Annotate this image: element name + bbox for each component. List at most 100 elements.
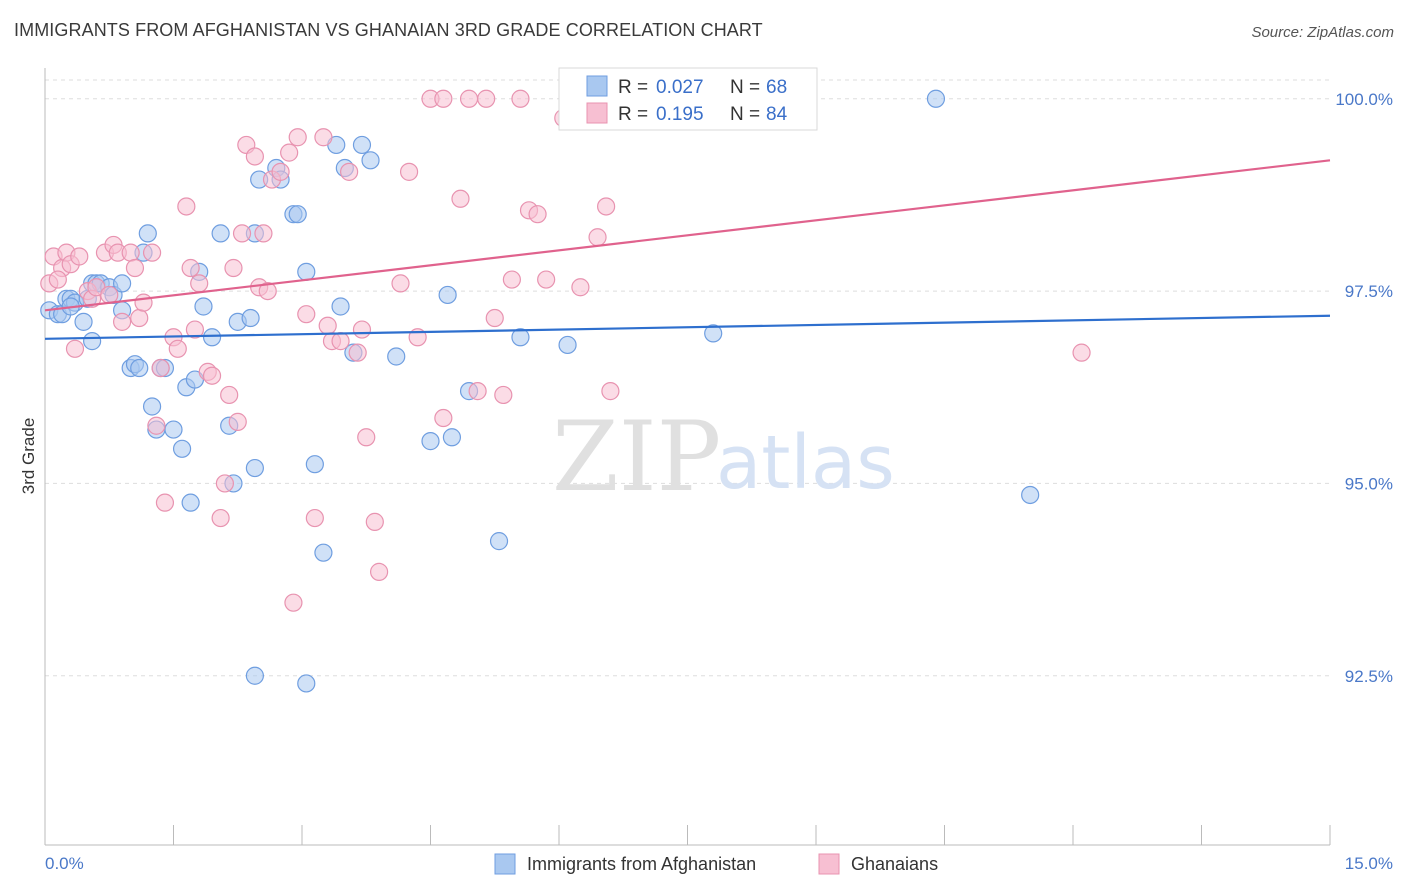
point-ghanaians-56 [399,162,419,181]
point-afghanistan-26 [181,493,200,512]
point-afghanistan-42 [288,205,307,224]
point-afghanistan-50 [352,135,372,155]
point-ghanaians-30 [215,474,234,493]
point-ghanaians-54 [370,562,389,581]
watermark: ZIP atlas [552,401,895,513]
y-tick-label-1: 95.0% [1345,474,1393,493]
point-ghanaians-73 [588,228,607,247]
point-ghanaians-83 [318,316,337,335]
point-ghanaians-18 [147,416,166,435]
point-afghanistan-64 [1021,485,1040,505]
point-ghanaians-53 [365,512,384,531]
point-afghanistan-51 [361,151,380,170]
point-afghanistan-37 [245,458,264,478]
point-ghanaians-13 [121,243,140,262]
point-afghanistan-58 [511,328,530,347]
point-ghanaians-29 [211,508,230,528]
data-points [40,89,1091,693]
legend-r-label-afghanistan: R = [618,77,648,98]
point-afghanistan-61 [297,674,316,693]
point-afghanistan-43 [297,262,316,281]
point-ghanaians-46 [314,128,333,147]
point-afghanistan-16 [130,358,149,378]
stats-legend: R = 0.027 N = 68 R = 0.195 N = 84 [558,67,818,131]
point-ghanaians-49 [340,162,359,181]
point-afghanistan-55 [442,428,462,447]
trend-line-ghanaians [44,159,1331,312]
point-ghanaians-66 [502,270,521,289]
legend-r-value-ghanaians: 0.195 [656,104,704,125]
point-ghanaians-45 [305,508,324,528]
point-ghanaians-63 [477,89,496,108]
bottom-legend-label-ghanaians: Ghanaians [851,854,938,874]
point-afghanistan-54 [438,285,457,305]
gridlines [45,79,1330,677]
point-ghanaians-17 [142,243,162,262]
legend-swatch-afghanistan [586,75,608,97]
y-tick-label-3: 100.0% [1335,90,1393,109]
axes [44,68,1331,846]
point-ghanaians-48 [331,332,350,351]
point-afghanistan-19 [142,397,162,416]
point-ghanaians-79 [48,270,67,289]
point-ghanaians-19 [151,358,170,378]
point-afghanistan-24 [172,439,192,458]
point-afghanistan-52 [387,347,406,366]
point-ghanaians-65 [494,385,513,405]
point-afghanistan-18 [138,224,157,243]
point-afghanistan-66 [83,332,102,351]
point-afghanistan-36 [241,308,260,328]
point-ghanaians-78 [1072,343,1091,362]
legend-r-label-ghanaians: R = [618,104,648,125]
point-afghanistan-45 [314,543,333,562]
bottom-legend-swatch-afghanistan [494,853,516,875]
point-afghanistan-23 [164,420,183,439]
point-afghanistan-29 [194,297,213,316]
point-ghanaians-81 [100,285,119,305]
point-ghanaians-35 [245,147,264,166]
point-ghanaians-28 [202,366,222,385]
bottom-legend-label-afghanistan: Immigrants from Afghanistan [527,854,756,874]
point-ghanaians-16 [134,293,153,312]
legend-n-label-afghanistan: N = [730,77,760,98]
point-ghanaians-38 [258,281,277,301]
point-ghanaians-61 [459,89,479,108]
bottom-legend-swatch-ghanaians [818,853,840,875]
point-ghanaians-37 [254,224,273,243]
point-ghanaians-20 [155,493,175,512]
point-ghanaians-50 [348,343,367,362]
point-afghanistan-67 [112,274,132,293]
point-ghanaians-40 [271,162,290,181]
point-ghanaians-23 [177,197,196,216]
y-axis-label: 3rd Grade [19,418,38,495]
point-afghanistan-57 [489,532,509,551]
x-tick-labels: 0.0% 15.0% [45,854,1393,873]
point-afghanistan-30 [202,328,222,347]
point-afghanistan-47 [331,297,350,316]
watermark-zip: ZIP [552,401,721,513]
point-ghanaians-70 [537,270,556,289]
legend-r-value-afghanistan: 0.027 [656,77,704,98]
point-ghanaians-12 [112,312,132,331]
x-tick-label-0: 0.0% [45,854,84,873]
point-ghanaians-22 [168,339,187,358]
point-ghanaians-64 [485,308,504,328]
point-ghanaians-72 [571,278,590,297]
point-ghanaians-52 [357,428,376,447]
point-ghanaians-82 [232,224,252,243]
chart-title: IMMIGRANTS FROM AFGHANISTAN VS GHANAIAN … [14,20,763,40]
point-ghanaians-74 [597,197,616,216]
point-ghanaians-41 [280,143,299,162]
point-ghanaians-69 [528,205,547,224]
watermark-atlas: atlas [716,420,895,506]
point-afghanistan-62 [704,324,723,343]
source-credit: Source: ZipAtlas.com [1251,24,1394,41]
point-afghanistan-6 [74,312,93,331]
point-afghanistan-31 [211,224,230,243]
point-afghanistan-59 [558,335,577,355]
point-ghanaians-14 [125,258,145,278]
point-afghanistan-63 [926,89,946,108]
point-ghanaians-80 [70,247,89,266]
point-ghanaians-77 [434,408,453,428]
